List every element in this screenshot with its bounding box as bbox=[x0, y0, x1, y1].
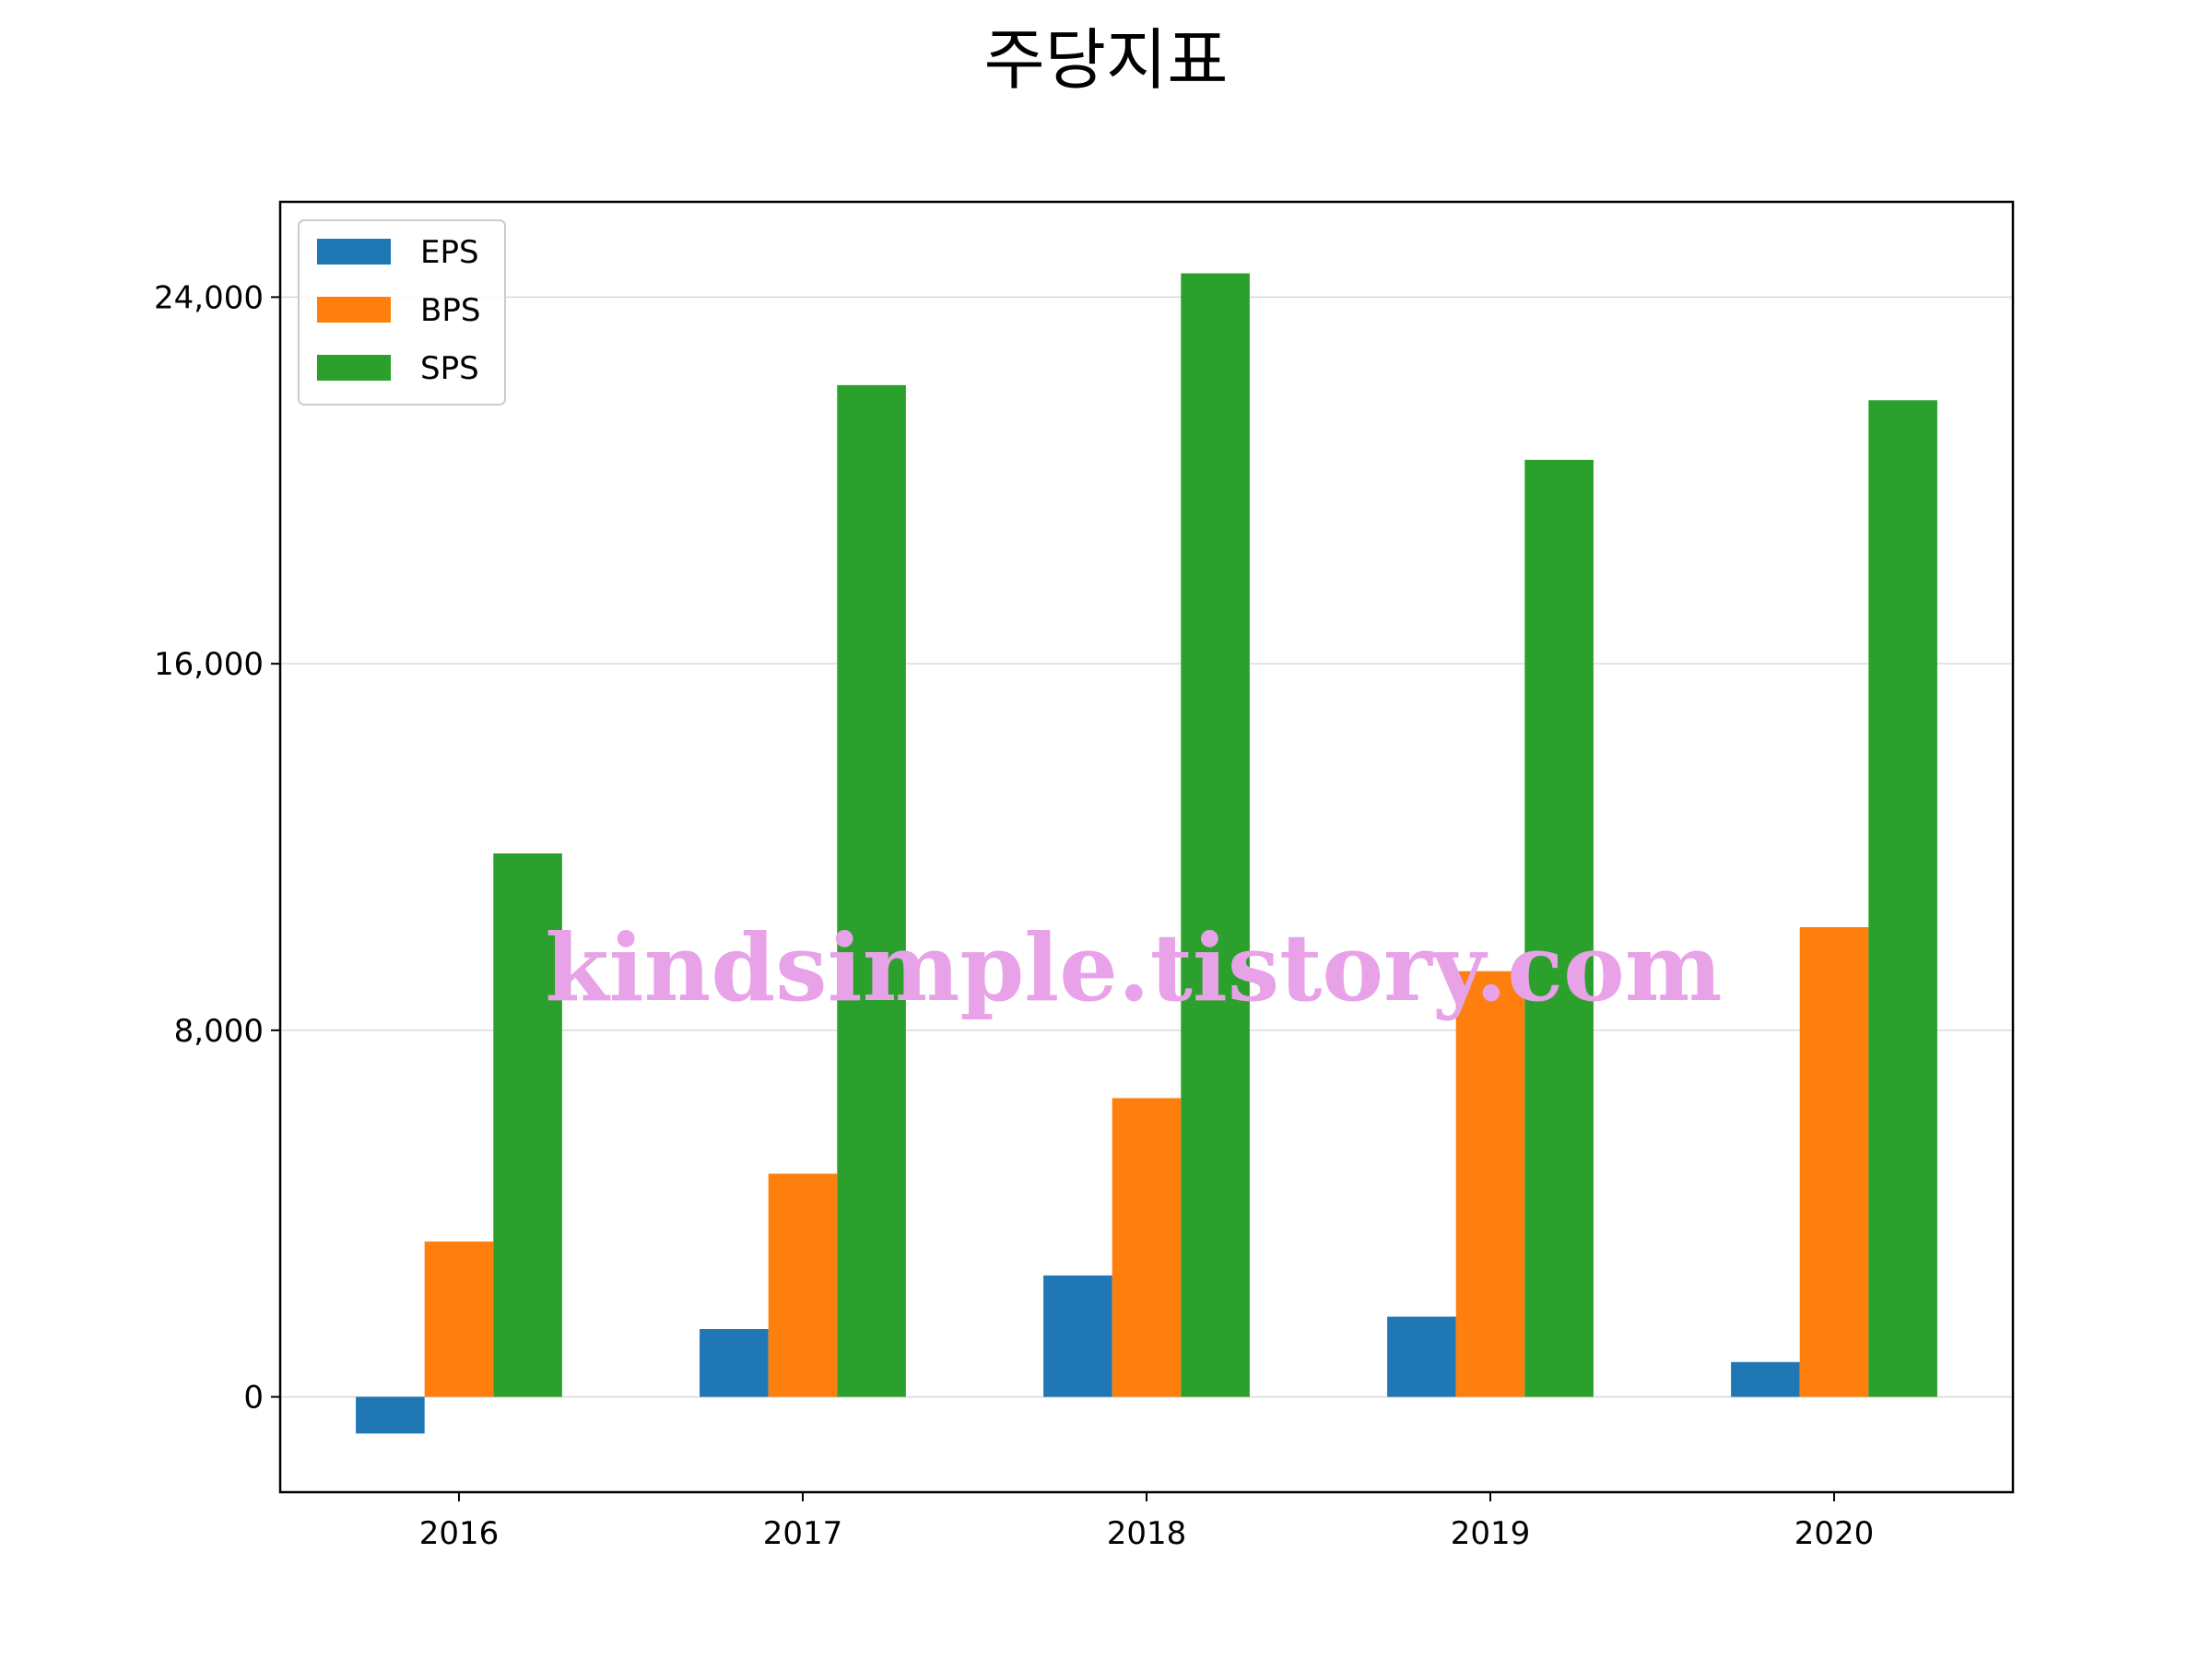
legend-label-eps: EPS bbox=[420, 234, 479, 271]
bar-bps-2019 bbox=[1455, 971, 1525, 1397]
bar-eps-2020 bbox=[1731, 1361, 1800, 1397]
x-tick-label: 2018 bbox=[1107, 1515, 1187, 1552]
x-tick-label: 2017 bbox=[763, 1515, 843, 1552]
bar-bps-2017 bbox=[768, 1173, 838, 1397]
bar-sps-2017 bbox=[837, 384, 906, 1397]
legend: EPS BPS SPS bbox=[298, 219, 506, 406]
bar-bps-2016 bbox=[424, 1241, 494, 1397]
bar-sps-2016 bbox=[493, 853, 562, 1397]
y-tick-label: 8,000 bbox=[174, 1013, 264, 1050]
y-tick-label: 24,000 bbox=[154, 279, 264, 316]
legend-label-sps: SPS bbox=[420, 350, 479, 387]
y-tick-label: 0 bbox=[243, 1380, 264, 1417]
watermark: kindsimple.tistory.com bbox=[545, 913, 1722, 1022]
axes: 0 8,000 16,000 24,000 2016 2017 2018 2019 2020 bbox=[154, 279, 1874, 1552]
bar-sps-2020 bbox=[1868, 400, 1937, 1397]
bar-eps-2016 bbox=[356, 1396, 425, 1434]
chart-title: 주당지표 bbox=[984, 21, 1229, 99]
bar-bps-2020 bbox=[1799, 927, 1869, 1397]
legend-label-bps: BPS bbox=[420, 292, 480, 329]
legend-swatch-eps bbox=[317, 239, 391, 265]
bar-sps-2019 bbox=[1524, 459, 1594, 1397]
legend-swatch-bps bbox=[317, 297, 391, 323]
x-tick-label: 2020 bbox=[1794, 1515, 1875, 1552]
x-tick-label: 2019 bbox=[1451, 1515, 1531, 1552]
bar-eps-2017 bbox=[700, 1329, 769, 1397]
y-tick-label: 16,000 bbox=[154, 646, 264, 683]
legend-swatch-sps bbox=[317, 355, 391, 381]
bar-sps-2018 bbox=[1181, 273, 1250, 1397]
bar-eps-2019 bbox=[1387, 1316, 1456, 1397]
bar-eps-2018 bbox=[1043, 1275, 1112, 1397]
bar-bps-2018 bbox=[1112, 1098, 1182, 1397]
x-tick-label: 2016 bbox=[419, 1515, 500, 1552]
bars bbox=[356, 273, 1937, 1434]
